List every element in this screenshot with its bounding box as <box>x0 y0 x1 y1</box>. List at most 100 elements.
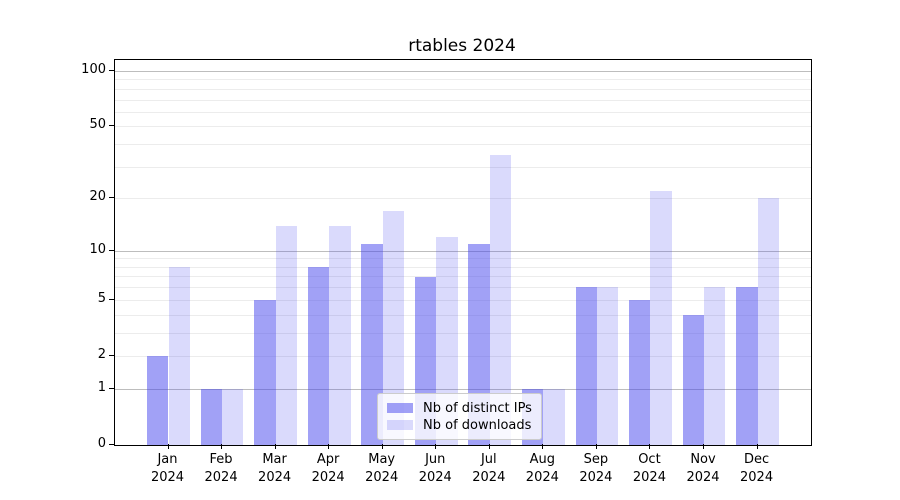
x-tick-label-year: 2024 <box>525 470 559 485</box>
bar-ips-mar <box>254 299 276 445</box>
gridline-major-10 <box>115 250 811 252</box>
legend-swatch-downloads <box>387 420 413 430</box>
y-tick-label-20: 20 <box>89 189 106 205</box>
gridline-major-1 <box>115 388 811 390</box>
x-tick-label-aug: Aug 2024 <box>510 451 574 487</box>
gridline-minor-6 <box>115 287 811 289</box>
x-tick-label-year: 2024 <box>472 470 506 485</box>
bar-downloads-apr <box>329 225 351 445</box>
legend-label-downloads: Nb of downloads <box>423 417 532 433</box>
x-tick-label-jun: Jun 2024 <box>403 451 467 487</box>
x-tick-label-oct: Oct 2024 <box>617 451 681 487</box>
x-tick-aug <box>542 444 544 449</box>
x-tick-label-month: Dec <box>743 452 770 467</box>
bar-downloads-aug <box>543 388 565 445</box>
gridline-minor-20 <box>115 198 811 200</box>
x-tick-feb <box>221 444 223 449</box>
x-tick-label-month: Apr <box>316 452 340 467</box>
gridline-minor-9 <box>115 258 811 260</box>
x-tick-label-month: Feb <box>209 452 233 467</box>
y-tick-label-2: 2 <box>97 346 106 362</box>
x-tick-may <box>381 444 383 449</box>
y-tick-0 <box>109 444 114 445</box>
gridline-minor-80 <box>115 88 811 90</box>
x-tick-label-month: Nov <box>690 452 716 467</box>
x-tick-label-month: May <box>368 452 396 467</box>
x-tick-label-year: 2024 <box>150 470 185 485</box>
x-tick-label-year: 2024 <box>258 470 292 485</box>
x-tick-label-year: 2024 <box>740 470 774 485</box>
legend-swatch-distinct-ips <box>387 403 413 413</box>
bar-downloads-jul <box>489 154 512 445</box>
gridline-minor-7 <box>115 276 811 278</box>
x-tick-jan <box>167 444 169 449</box>
x-tick-label-year: 2024 <box>365 470 399 485</box>
gridline-minor-2 <box>115 355 811 357</box>
bar-downloads-jan <box>168 266 190 445</box>
bar-downloads-sep <box>596 287 619 445</box>
x-tick-label-dec: Dec 2024 <box>725 451 789 487</box>
bar-ips-sep <box>575 287 597 445</box>
plot-area <box>114 59 812 446</box>
y-tick-1 <box>109 387 114 389</box>
legend: Nb of distinct IPs Nb of downloads <box>377 393 542 440</box>
x-tick-label-month: Sep <box>583 452 609 467</box>
y-tick-label-10: 10 <box>89 241 106 257</box>
gridline-minor-50 <box>115 126 811 128</box>
gridline-minor-3 <box>115 332 811 334</box>
x-tick-jun <box>435 444 437 449</box>
gridline-minor-40 <box>115 144 811 146</box>
y-tick-20 <box>109 197 114 199</box>
bar-downloads-dec <box>757 198 779 445</box>
x-tick-oct <box>649 444 651 449</box>
x-tick-label-month: Mar <box>262 452 287 467</box>
x-tick-label-may: May 2024 <box>350 451 414 487</box>
x-tick-apr <box>328 444 330 449</box>
x-tick-label-year: 2024 <box>632 470 666 485</box>
x-tick-label-month: Jan <box>157 452 178 467</box>
legend-item-distinct-ips: Nb of distinct IPs <box>387 400 532 416</box>
bar-ips-jan <box>147 355 169 445</box>
x-tick-label-month: Oct <box>638 452 661 467</box>
x-tick-label-year: 2024 <box>204 470 238 485</box>
x-tick-nov <box>703 444 704 449</box>
y-tick-10 <box>109 249 114 251</box>
x-tick-mar <box>274 444 276 449</box>
y-tick-label-100: 100 <box>81 62 106 77</box>
bar-ips-apr <box>307 266 330 445</box>
bar-downloads-mar <box>275 225 297 445</box>
gridline-major-100 <box>115 71 811 72</box>
x-tick-label-mar: Mar 2024 <box>243 451 307 487</box>
y-tick-5 <box>109 298 114 300</box>
bar-ips-feb <box>200 388 223 445</box>
y-tick-label-50: 50 <box>89 117 106 133</box>
x-tick-label-month: Jul <box>480 452 497 467</box>
gridline-minor-5 <box>115 299 811 301</box>
x-tick-sep <box>595 444 597 449</box>
bar-ips-dec <box>736 287 758 445</box>
x-tick-label-jan: Jan 2024 <box>136 451 200 487</box>
y-tick-2 <box>109 354 114 356</box>
gridline-minor-8 <box>115 266 811 268</box>
x-tick-jul <box>488 444 490 449</box>
gridline-minor-60 <box>115 111 811 113</box>
x-tick-label-year: 2024 <box>311 470 345 485</box>
y-tick-label-1: 1 <box>97 379 106 395</box>
y-tick-label-5: 5 <box>97 290 106 306</box>
bar-downloads-may <box>382 210 405 445</box>
x-tick-label-nov: Nov 2024 <box>671 451 735 487</box>
y-tick-100 <box>109 70 114 71</box>
x-tick-dec <box>756 444 758 449</box>
legend-label-distinct-ips: Nb of distinct IPs <box>423 400 532 416</box>
x-tick-label-year: 2024 <box>579 470 613 485</box>
legend-item-downloads: Nb of downloads <box>387 417 532 433</box>
bar-downloads-nov <box>704 287 726 445</box>
x-tick-label-apr: Apr 2024 <box>296 451 360 487</box>
x-tick-label-feb: Feb 2024 <box>189 451 253 487</box>
gridline-minor-4 <box>115 314 811 316</box>
bar-downloads-feb <box>222 388 244 445</box>
bar-ips-nov <box>682 314 704 445</box>
x-tick-label-jul: Jul 2024 <box>457 451 521 487</box>
gridline-minor-90 <box>115 79 811 81</box>
